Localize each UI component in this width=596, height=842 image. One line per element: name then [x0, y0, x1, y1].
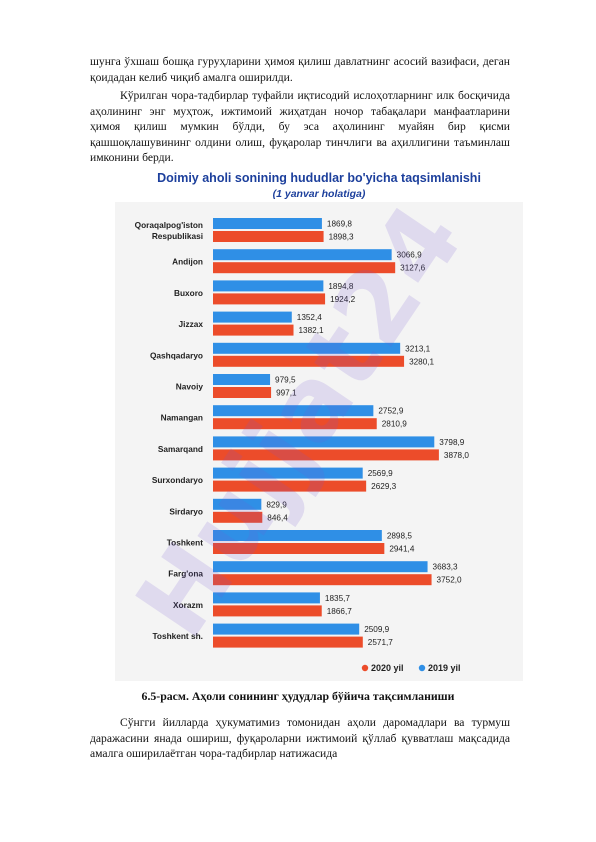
legend-marker [418, 664, 426, 672]
value-label-2020: 1866,7 [327, 607, 352, 616]
bar-2019 [213, 467, 363, 479]
value-label-2020: 1898,3 [329, 233, 354, 242]
category-label: Toshkent sh. [152, 631, 203, 641]
bar-2019 [213, 280, 324, 292]
bar-2020 [213, 293, 326, 305]
value-label-2020: 2571,7 [368, 638, 393, 647]
bar-2020 [213, 324, 294, 336]
value-label-2019: 1869,8 [327, 220, 352, 229]
bar-2019 [213, 436, 435, 448]
category-label: Namangan [161, 413, 203, 423]
bar-2020 [213, 480, 367, 492]
category-label: Andijon [172, 257, 203, 267]
bar-2019 [213, 218, 322, 229]
bar-2020 [213, 574, 432, 586]
bar-2020 [213, 262, 396, 274]
bar-2020 [213, 231, 324, 242]
bar-2019 [213, 530, 382, 541]
bar-2019 [213, 405, 374, 417]
bar-2019 [213, 311, 292, 323]
value-label-2020: 2810,9 [382, 420, 407, 429]
value-label-2020: 3878,0 [444, 451, 469, 460]
value-label-2019: 2569,9 [368, 469, 393, 478]
category-label: Qashqadaryo [150, 350, 203, 360]
category-label: Qoraqalpog'iston [135, 220, 203, 230]
bar-2020 [213, 418, 377, 430]
paragraph-reforms: Кўрилган чора-тадбирлар туфайли иқтисоди… [90, 89, 510, 165]
chart-title: Doimiy aholi sonining hududlar bo'yicha … [157, 171, 481, 185]
bar-2020 [213, 387, 272, 398]
paragraph-intro: шунга ўхшаш бошқа гуруҳларини ҳимоя қили… [90, 55, 510, 84]
value-label-2020: 3280,1 [409, 357, 434, 366]
bar-2019 [213, 623, 360, 635]
figure-caption: 6.5-расм. Аҳоли сонининг ҳудудлар бўйича… [141, 689, 455, 703]
category-label: Toshkent [167, 538, 203, 548]
value-label-2019: 1835,7 [325, 594, 350, 603]
value-label-2020: 1382,1 [299, 326, 324, 335]
value-label-2020: 997,1 [276, 389, 297, 398]
population-chart: Doimiy aholi sonining hududlar bo'yicha … [115, 166, 523, 681]
bar-2020 [213, 449, 439, 461]
value-label-2019: 3213,1 [405, 344, 430, 353]
value-label-2020: 2629,3 [371, 482, 396, 491]
bar-2020 [213, 355, 405, 367]
category-label: Buxoro [174, 288, 203, 298]
population-chart-svg: Doimiy aholi sonining hududlar bo'yicha … [115, 171, 523, 681]
value-label-2019: 3683,3 [433, 563, 458, 572]
category-label: Farg'ona [168, 569, 203, 579]
paragraph-incomes: Сўнгги йилларда ҳукуматимиз томонидан аҳ… [90, 716, 510, 761]
value-label-2019: 1352,4 [297, 313, 322, 322]
category-label: Sirdaryo [169, 506, 203, 516]
value-label-2020: 846,4 [267, 513, 288, 522]
value-label-2019: 2898,5 [387, 532, 412, 541]
category-label: Samarqand [158, 444, 203, 454]
bar-2019 [213, 374, 271, 385]
value-label-2019: 2509,9 [364, 625, 389, 634]
bar-2019 [213, 249, 392, 261]
bar-2020 [213, 543, 385, 554]
bar-2020 [213, 605, 322, 617]
category-label: Surxondaryo [152, 475, 203, 485]
bar-2020 [213, 636, 363, 648]
bar-2019 [213, 561, 428, 573]
category-label: Navoiy [176, 382, 204, 392]
value-label-2019: 2752,9 [378, 407, 403, 416]
value-label-2020: 3752,0 [437, 576, 462, 585]
category-label: Jizzax [179, 319, 204, 329]
chart-subtitle: (1 yanvar holatiga) [273, 188, 366, 200]
category-label: Respublikasi [152, 231, 203, 241]
value-label-2019: 3798,9 [439, 438, 464, 447]
value-label-2020: 1924,2 [330, 295, 355, 304]
bar-2019 [213, 592, 320, 604]
value-label-2020: 2941,4 [389, 545, 414, 554]
bar-2020 [213, 511, 263, 523]
bar-2019 [213, 342, 401, 354]
value-label-2019: 1894,8 [328, 282, 353, 291]
value-label-2019: 3066,9 [397, 251, 422, 260]
value-label-2019: 979,5 [275, 376, 296, 385]
legend-label: 2019 yil [428, 663, 461, 673]
bar-2019 [213, 498, 262, 510]
legend-marker [361, 664, 369, 672]
value-label-2020: 3127,6 [400, 264, 425, 273]
value-label-2019: 829,9 [266, 500, 287, 509]
legend-label: 2020 yil [371, 663, 404, 673]
category-label: Xorazm [173, 600, 203, 610]
